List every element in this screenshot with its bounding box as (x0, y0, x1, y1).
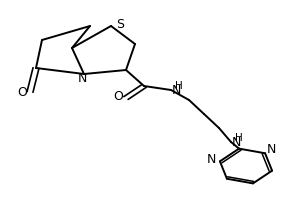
Text: N: N (207, 153, 217, 166)
Text: S: S (116, 18, 124, 30)
Text: O: O (114, 90, 123, 104)
Text: N: N (78, 72, 87, 86)
Text: H: H (175, 81, 182, 91)
Text: N: N (232, 137, 241, 150)
Text: H: H (235, 133, 242, 143)
Text: O: O (18, 86, 27, 98)
Text: N: N (266, 143, 276, 156)
Text: N: N (172, 84, 181, 97)
